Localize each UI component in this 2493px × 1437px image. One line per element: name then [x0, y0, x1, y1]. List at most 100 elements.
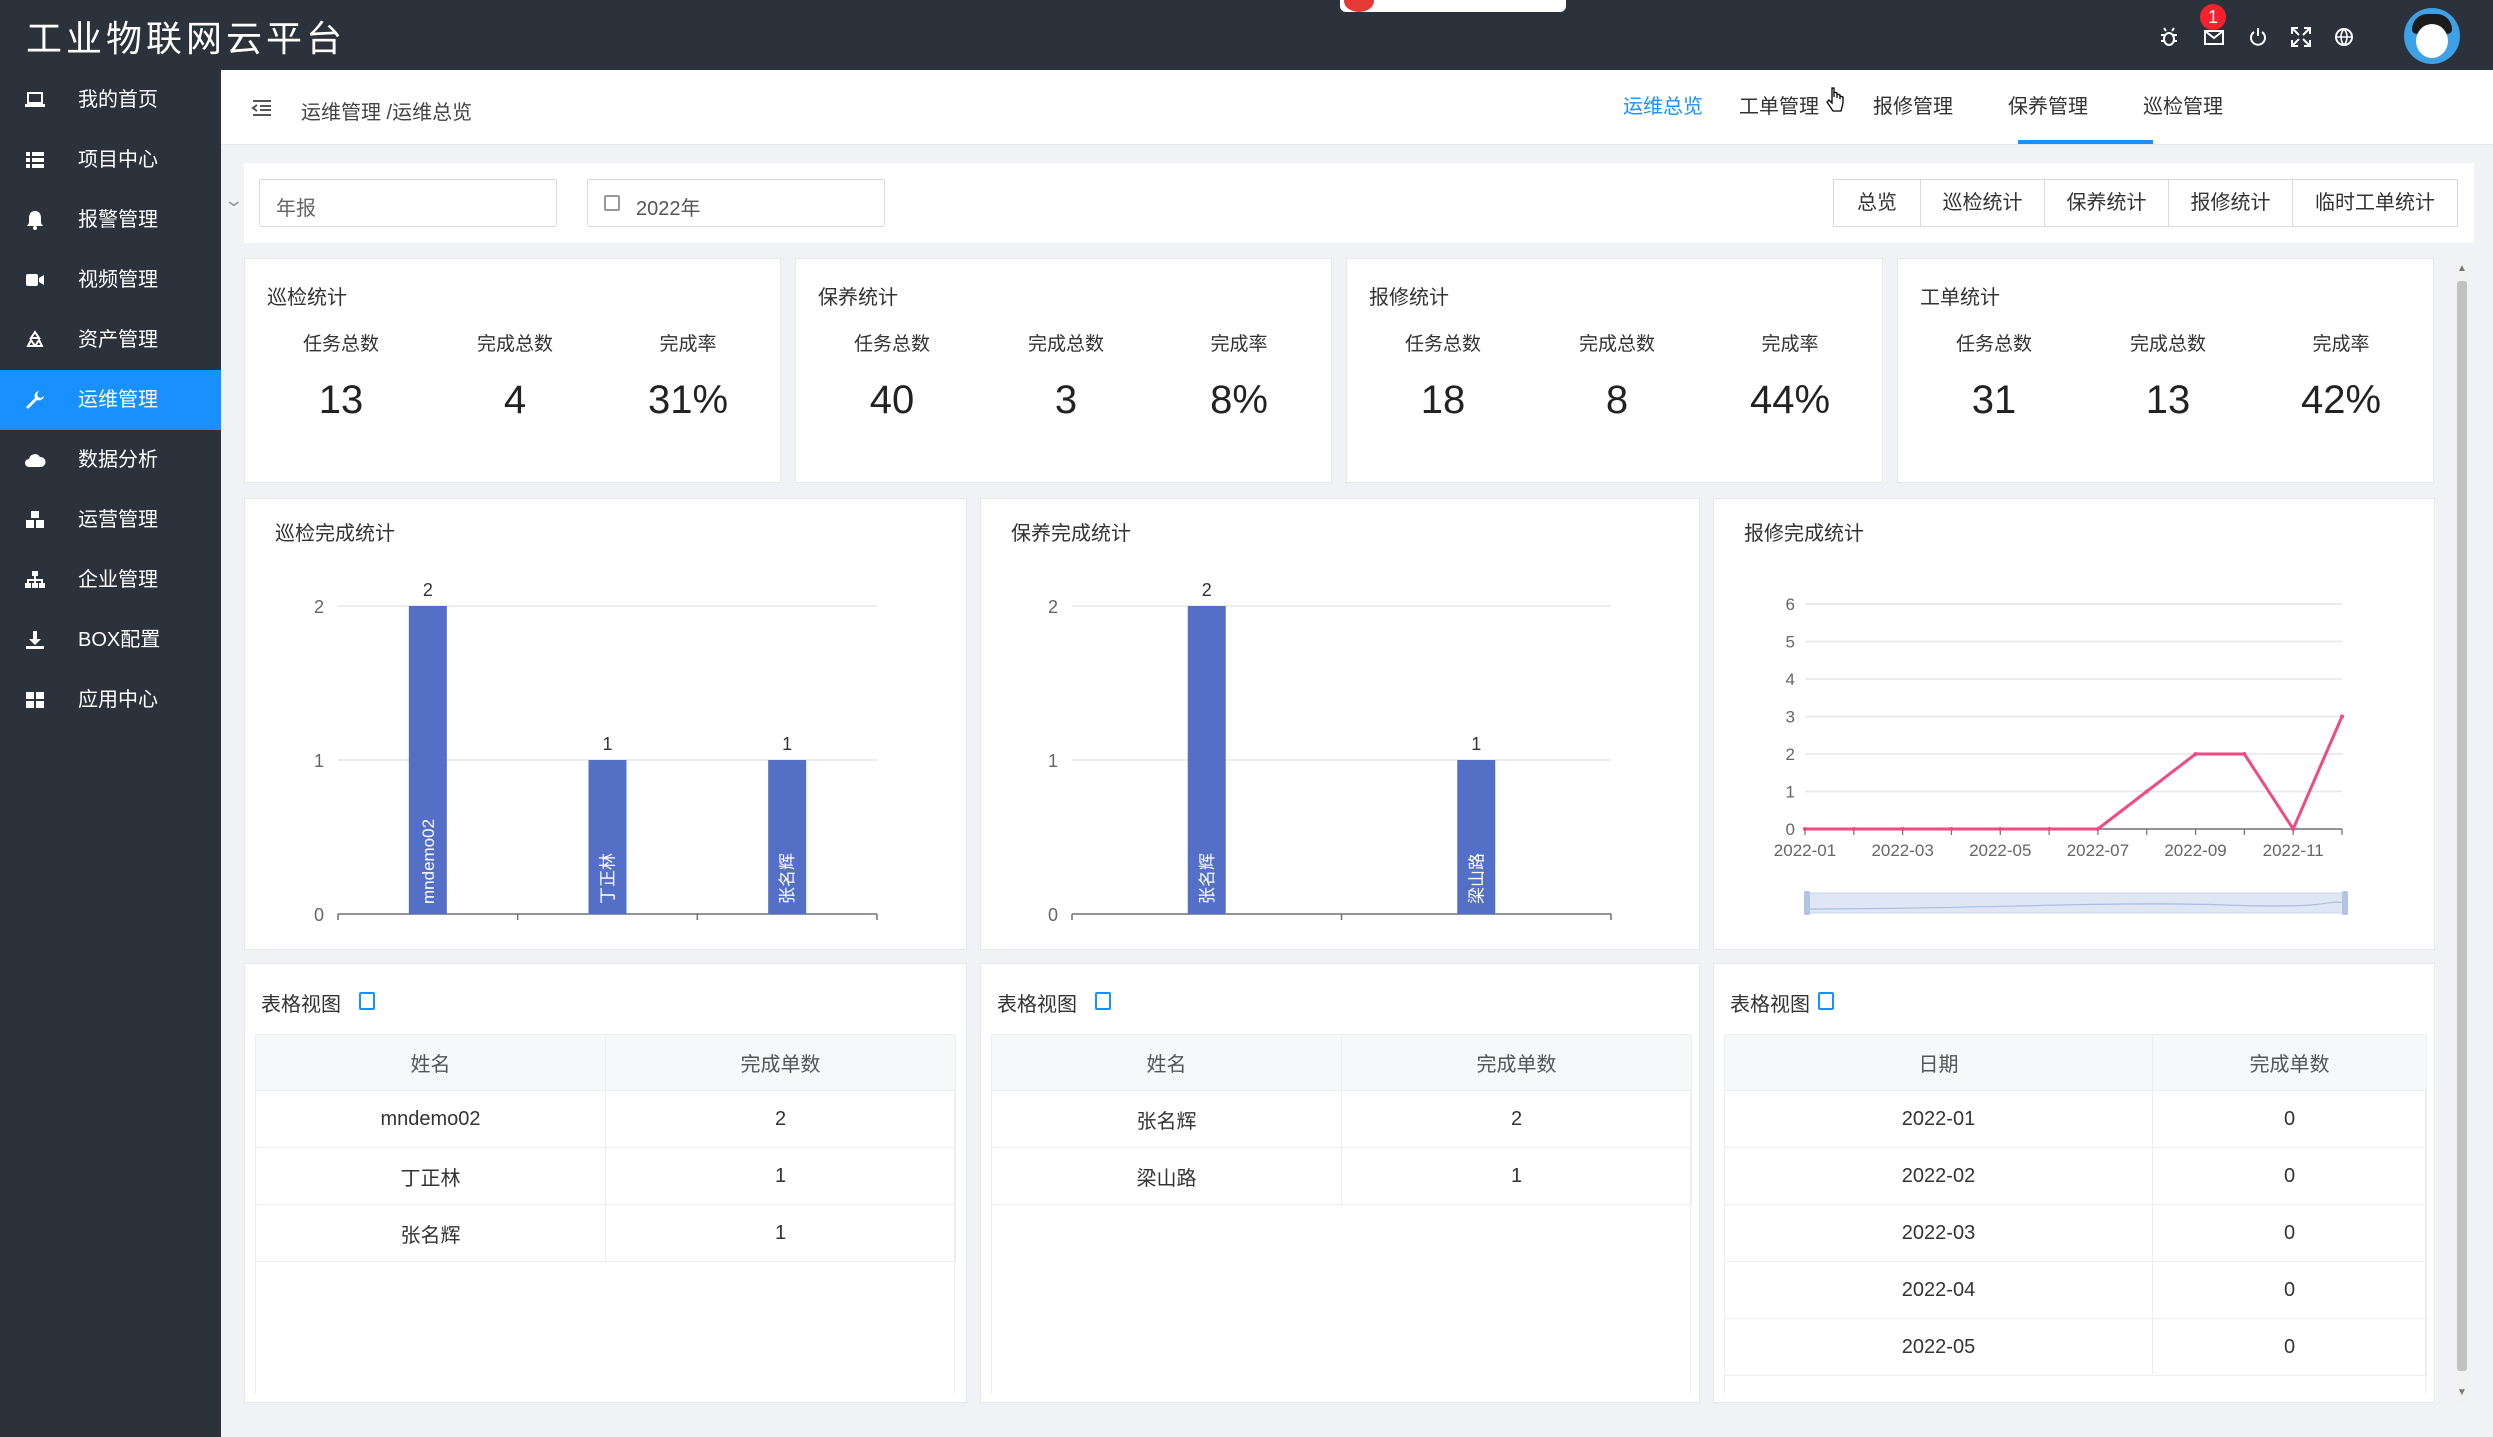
stat-type-button-1[interactable]: 巡检统计	[1921, 179, 2045, 227]
stat-type-button-4[interactable]: 临时工单统计	[2293, 179, 2458, 227]
cloud-chart-icon	[24, 449, 46, 471]
sidebar-item-0[interactable]: 我的首页	[0, 70, 221, 130]
stat-column: 完成率 44%	[1720, 329, 1860, 423]
stat-type-button-2[interactable]: 保养统计	[2045, 179, 2169, 227]
sidebar-item-6[interactable]: 数据分析	[0, 430, 221, 490]
sidebar-item-8[interactable]: 企业管理	[0, 550, 221, 610]
sidebar-item-3[interactable]: 视频管理	[0, 250, 221, 310]
column-header[interactable]: 日期	[1724, 1034, 2153, 1091]
stat-card-title: 保养统计	[818, 287, 898, 309]
stat-type-button-3[interactable]: 报修统计	[2169, 179, 2293, 227]
y-tick-label: 2	[314, 597, 324, 617]
table-title: 表格视图	[1730, 994, 1810, 1016]
column-header[interactable]: 姓名	[255, 1034, 606, 1091]
user-avatar[interactable]	[2404, 8, 2460, 64]
list-icon	[24, 149, 46, 171]
data-point[interactable]	[2047, 827, 2052, 831]
globe-icon[interactable]	[2333, 26, 2355, 48]
stat-value: 18	[1420, 378, 1466, 422]
zoom-handle-right[interactable]	[2342, 891, 2348, 915]
y-tick-label: 5	[1786, 633, 1795, 652]
mail-icon[interactable]	[2203, 26, 2225, 48]
data-point[interactable]	[2095, 827, 2100, 831]
stat-card-title: 报修统计	[1369, 287, 1449, 309]
stat-column: 任务总数 40	[822, 329, 962, 423]
tab-4[interactable]: 巡检管理	[2143, 96, 2223, 118]
table-cell: 2022-03	[1724, 1204, 2153, 1262]
table-row: 2022-02 0	[1724, 1147, 2427, 1205]
bar[interactable]	[588, 760, 627, 914]
tab-3[interactable]: 保养管理	[2008, 96, 2088, 118]
wrench-icon	[24, 389, 46, 411]
page-scrollbar[interactable]: ▲ ▼	[2455, 263, 2469, 1403]
column-header[interactable]: 完成单数	[1341, 1034, 1692, 1091]
year-picker[interactable]: 2022年	[587, 179, 885, 227]
tab-2[interactable]: 报修管理	[1873, 96, 1953, 118]
period-select[interactable]: 年报 ⌄	[223, 179, 557, 227]
data-point[interactable]	[1998, 827, 2003, 831]
sidebar-item-label: 项目中心	[78, 149, 158, 171]
stat-type-button-0[interactable]: 总览	[1833, 179, 1921, 227]
data-point[interactable]	[2340, 714, 2344, 719]
sidebar-item-2[interactable]: 报警管理	[0, 190, 221, 250]
y-tick-label: 1	[314, 751, 324, 771]
table-title: 表格视图	[997, 994, 1077, 1016]
data-point[interactable]	[2291, 827, 2296, 831]
sidebar-item-9[interactable]: BOX配置	[0, 610, 221, 670]
stat-column: 任务总数 18	[1373, 329, 1513, 423]
mouse-cursor-icon	[1826, 86, 1844, 114]
scrollbar-thumb[interactable]	[2457, 281, 2467, 1371]
sidebar-item-4[interactable]: 资产管理	[0, 310, 221, 370]
export-icon[interactable]	[359, 992, 375, 1010]
sidebar-item-5[interactable]: 运维管理	[0, 370, 221, 430]
menu-fold-icon[interactable]	[251, 98, 273, 118]
sidebar-item-7[interactable]: 运营管理	[0, 490, 221, 550]
fullscreen-icon[interactable]	[2290, 26, 2312, 48]
export-icon[interactable]	[1095, 992, 1111, 1010]
zoom-slider[interactable]	[1807, 892, 2346, 914]
y-tick-label: 2	[1786, 745, 1795, 764]
data-point[interactable]	[1851, 827, 1856, 831]
data-point[interactable]	[1900, 827, 1905, 831]
tab-1[interactable]: 工单管理	[1739, 96, 1819, 118]
power-icon[interactable]	[2247, 26, 2269, 48]
column-header[interactable]: 姓名	[991, 1034, 1342, 1091]
active-tab-indicator	[2018, 140, 2153, 144]
period-select-value: 年报	[276, 198, 316, 220]
data-point[interactable]	[1949, 827, 1954, 831]
grid-icon	[24, 689, 46, 711]
stat-label: 完成总数	[476, 334, 553, 355]
bar[interactable]	[1457, 760, 1496, 914]
table-row: 2022-05 0	[1724, 1318, 2427, 1376]
bug-icon[interactable]	[2158, 26, 2180, 48]
zoom-handle-left[interactable]	[1804, 891, 1810, 915]
y-tick-label: 3	[1786, 708, 1795, 727]
bar[interactable]	[408, 606, 447, 914]
stat-column: 任务总数 31	[1924, 329, 2064, 423]
data-point[interactable]	[2193, 752, 2198, 756]
table-row: 2022-04 0	[1724, 1261, 2427, 1319]
stat-column: 完成率 42%	[2271, 329, 2411, 423]
column-header[interactable]: 完成单数	[605, 1034, 956, 1091]
stat-value: 8%	[1210, 378, 1268, 422]
table-title: 表格视图	[261, 994, 341, 1016]
sidebar-item-10[interactable]: 应用中心	[0, 670, 221, 730]
scroll-down-arrow-icon[interactable]: ▼	[2457, 1387, 2467, 1398]
column-header[interactable]: 完成单数	[2152, 1034, 2427, 1091]
sidebar-item-1[interactable]: 项目中心	[0, 130, 221, 190]
data-point[interactable]	[2242, 752, 2247, 756]
series-line[interactable]	[1805, 715, 2344, 833]
bar[interactable]	[1187, 606, 1226, 914]
scroll-up-arrow-icon[interactable]: ▲	[2457, 263, 2467, 274]
data-point[interactable]	[2144, 789, 2149, 794]
export-icon[interactable]	[1818, 992, 1834, 1010]
table-body-frame	[991, 1034, 1691, 1394]
maintenance-chart-title: 保养完成统计	[1011, 523, 1131, 545]
table-cell: 2022-04	[1724, 1261, 2153, 1319]
table-row: mndemo02 2	[255, 1090, 956, 1148]
tab-0[interactable]: 运维总览	[1623, 96, 1703, 118]
data-point[interactable]	[1803, 827, 1807, 831]
bell-icon	[24, 209, 46, 231]
bar[interactable]	[768, 760, 807, 914]
table-cell: 丁正林	[255, 1147, 606, 1205]
